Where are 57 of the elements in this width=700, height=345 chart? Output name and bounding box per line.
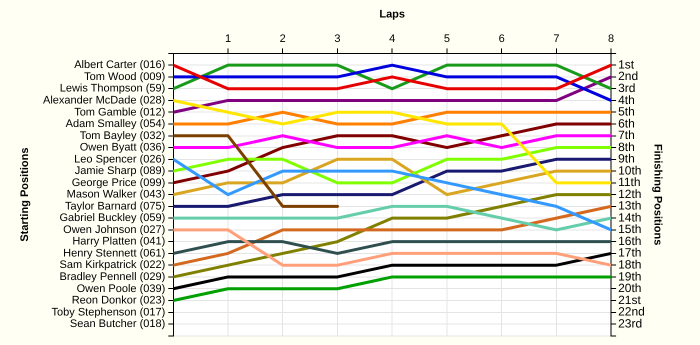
text: Taylor Barnard (075)	[65, 200, 166, 212]
text: Lewis Thompson (59)	[60, 82, 166, 95]
y-tick-label: 7th	[618, 128, 635, 142]
text: Sam Kirkpatrick (022)	[60, 259, 166, 272]
x-tick-label: 8	[608, 32, 614, 45]
text: Harry Platten (041)	[72, 236, 166, 248]
text: Sean Butcher (018)	[70, 318, 166, 330]
text: Adam Smalley (054)	[66, 118, 166, 130]
text: Toby Stephenson (017)	[52, 306, 166, 318]
text: Reon Donkor (023)	[72, 294, 166, 307]
y-tick-label: 20th	[618, 281, 642, 296]
text: Owen Johnson (027)	[63, 224, 166, 236]
text: Tom Gamble (012)	[74, 106, 166, 118]
x-tick-label: 6	[498, 32, 505, 45]
y-tick-label: 1st	[618, 57, 635, 72]
y-tick-label: 17th	[618, 246, 642, 260]
y-axis-title: Finishing Positions	[651, 144, 664, 246]
text: Leo Spencer (026)	[74, 153, 166, 166]
text: Gabriel Buckley (059)	[60, 212, 166, 224]
y-tick-label: 12th	[618, 186, 642, 201]
text: Bradley Pennell (029)	[59, 271, 166, 283]
text: Henry Stennett (061)	[63, 247, 166, 260]
y-tick-label: 2nd	[618, 69, 638, 84]
text: Albert Carter (016)	[74, 59, 166, 72]
x-axis-title: Laps	[379, 8, 406, 21]
y-tick-label: 15th	[618, 222, 642, 236]
y-tick-label: 6th	[618, 116, 635, 130]
x-tick-label: 1	[224, 32, 232, 45]
y-tick-label: 19th	[618, 269, 642, 284]
x-tick-label: 2	[280, 32, 286, 45]
y-tick-label: 14th	[618, 210, 642, 224]
y-tick-label: 10th	[618, 163, 642, 178]
x-tick-label: 7	[553, 32, 560, 45]
x-tick-label: 4	[389, 32, 396, 45]
y-tick-label: 9th	[618, 152, 635, 166]
y-tick-label: 8th	[618, 140, 635, 154]
y-tick-label: 3rd	[618, 81, 636, 96]
text: Jamie Sharp (089)	[74, 165, 166, 178]
text: Owen Byatt (036)	[80, 142, 166, 154]
text: Alexander McDade (028)	[42, 94, 166, 106]
x-tick-label: 3	[334, 32, 341, 45]
y-tick-label: 22nd	[618, 304, 645, 319]
y-tick-label: 5th	[618, 104, 635, 119]
y-tick-label: 16th	[618, 234, 642, 248]
y-tick-label: 13th	[618, 198, 642, 213]
y-tick-label: 18th	[618, 258, 642, 272]
text: Tom Wood (009)	[84, 70, 166, 83]
text: Mason Walker (043)	[66, 188, 166, 201]
y-tick-label: 11th	[618, 175, 641, 190]
y-tick-label: 21st	[618, 292, 642, 307]
x-tick-label: 5	[444, 32, 450, 45]
text: Tom Bayley (032)	[80, 130, 166, 142]
text: George Price (099)	[72, 176, 166, 189]
y-tick-label: 23rd	[618, 316, 642, 330]
y-tick-label: 4th	[618, 92, 635, 107]
text: Starting Positions	[19, 148, 32, 242]
text: Owen Poole (039)	[76, 282, 166, 295]
